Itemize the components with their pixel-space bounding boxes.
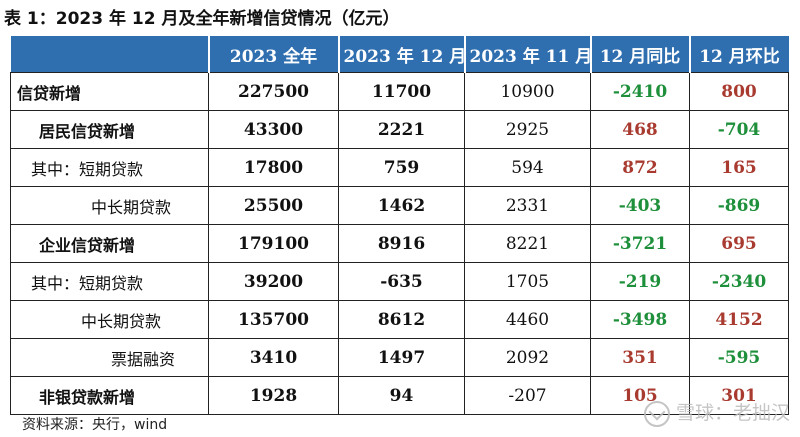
cell-full-year: 1928 (208, 376, 339, 415)
cell-yoy: 872 (590, 148, 690, 187)
table-row: 票据融资 3410 1497 2092 351 -595 (10, 338, 789, 377)
row-label: 信贷新增 (10, 72, 209, 111)
cell-dec: 1462 (338, 186, 465, 225)
table-row: 中长期贷款 25500 1462 2331 -403 -869 (10, 186, 789, 225)
cell-mom: 301 (689, 376, 789, 415)
header-row: 2023 全年 2023 年 12 月 2023 年 11 月 12 月同比 1… (10, 36, 789, 73)
cell-dec: 2221 (338, 110, 465, 149)
cell-full-year: 25500 (208, 186, 339, 225)
cell-nov: 4460 (464, 300, 591, 339)
cell-full-year: 17800 (208, 148, 339, 187)
cell-dec: 8916 (338, 224, 465, 263)
cell-mom: 800 (689, 72, 789, 111)
cell-yoy: 351 (590, 338, 690, 377)
cell-full-year: 43300 (208, 110, 339, 149)
header-dec-yoy: 12 月同比 (590, 36, 691, 73)
cell-mom: -2340 (689, 262, 789, 301)
cell-mom: 165 (689, 148, 789, 187)
cell-yoy: -3721 (590, 224, 690, 263)
header-dec-2023: 2023 年 12 月 (338, 36, 466, 73)
table-row: 非银贷款新增 1928 94 -207 105 301 (10, 376, 789, 415)
cell-nov: 594 (464, 148, 591, 187)
cell-nov: -207 (464, 376, 591, 415)
header-label (10, 36, 210, 73)
cell-dec: 759 (338, 148, 465, 187)
header-dec-mom: 12 月环比 (689, 36, 789, 73)
cell-mom: -595 (689, 338, 789, 377)
cell-mom: 4152 (689, 300, 789, 339)
header-nov-2023: 2023 年 11 月 (464, 36, 592, 73)
cell-dec: 11700 (338, 72, 465, 111)
table-row: 信贷新增 227500 11700 10900 -2410 800 (10, 72, 789, 111)
table-row: 中长期贷款 135700 8612 4460 -3498 4152 (10, 300, 789, 339)
cell-nov: 2092 (464, 338, 591, 377)
cell-full-year: 3410 (208, 338, 339, 377)
row-label: 中长期贷款 (10, 186, 209, 225)
cell-nov: 8221 (464, 224, 591, 263)
table-row: 其中：短期贷款 39200 -635 1705 -219 -2340 (10, 262, 789, 301)
cell-yoy: 468 (590, 110, 690, 149)
cell-yoy: -2410 (590, 72, 690, 111)
cell-dec: 1497 (338, 338, 465, 377)
row-label: 其中：短期贷款 (10, 262, 209, 301)
cell-yoy: -219 (590, 262, 690, 301)
cell-full-year: 179100 (208, 224, 339, 263)
table-row: 居民信贷新增 43300 2221 2925 468 -704 (10, 110, 789, 149)
table-row: 企业信贷新增 179100 8916 8221 -3721 695 (10, 224, 789, 263)
source-note: 资料来源：央行，wind (22, 417, 168, 433)
table-row: 其中：短期贷款 17800 759 594 872 165 (10, 148, 789, 187)
row-label: 居民信贷新增 (10, 110, 209, 149)
row-label: 企业信贷新增 (10, 224, 209, 263)
cell-nov: 10900 (464, 72, 591, 111)
cell-full-year: 227500 (208, 72, 339, 111)
cell-mom: -869 (689, 186, 789, 225)
cell-dec: -635 (338, 262, 465, 301)
cell-mom: 695 (689, 224, 789, 263)
watermark: 雪球：老拙汉 (643, 398, 790, 427)
snowball-logo-icon (643, 400, 670, 427)
cell-nov: 2331 (464, 186, 591, 225)
cell-yoy: -3498 (590, 300, 690, 339)
cell-nov: 1705 (464, 262, 591, 301)
cell-nov: 2925 (464, 110, 591, 149)
credit-table: 2023 全年 2023 年 12 月 2023 年 11 月 12 月同比 1… (10, 36, 789, 415)
cell-full-year: 39200 (208, 262, 339, 301)
row-label: 中长期贷款 (10, 300, 209, 339)
header-full-year: 2023 全年 (208, 36, 340, 73)
cell-yoy: -403 (590, 186, 690, 225)
row-label: 其中：短期贷款 (10, 148, 209, 187)
cell-mom: -704 (689, 110, 789, 149)
watermark-text: 雪球：老拙汉 (675, 402, 790, 424)
cell-full-year: 135700 (208, 300, 339, 339)
cell-dec: 94 (338, 376, 465, 415)
row-label: 票据融资 (10, 338, 209, 377)
row-label: 非银贷款新增 (10, 376, 209, 415)
cell-dec: 8612 (338, 300, 465, 339)
table-title: 表 1：2023 年 12 月及全年新增信贷情况（亿元） (4, 9, 400, 29)
